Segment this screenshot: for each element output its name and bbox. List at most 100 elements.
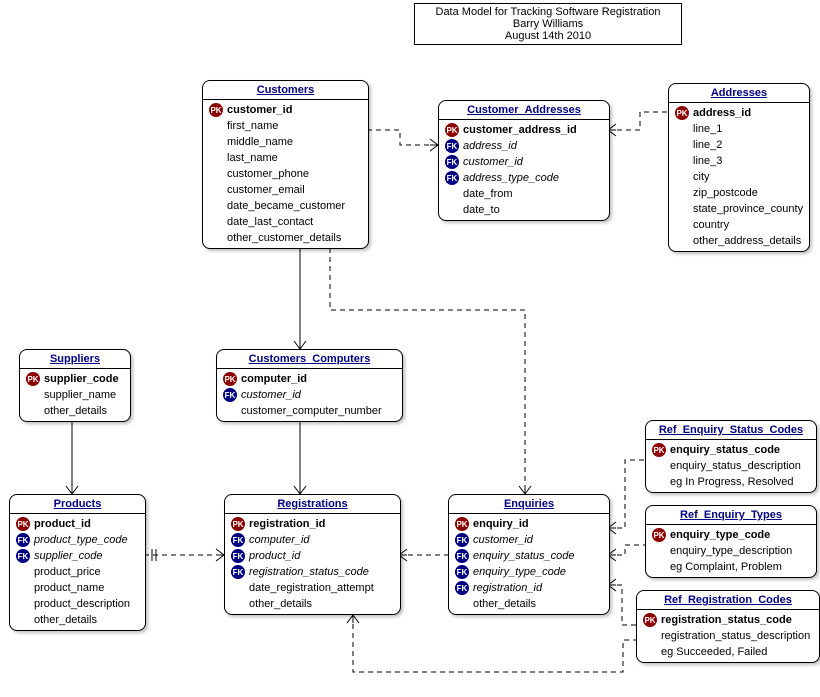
entity-title-customers_computers: Customers_Computers [217,350,402,369]
attr-label: first_name [227,120,278,132]
attr-label: eg Succeeded, Failed [661,646,767,658]
fk-icon: FK [16,533,30,547]
pk-icon: PK [652,443,666,457]
entity-title-customer_addresses: Customer_Addresses [439,101,609,120]
spacer [16,565,30,579]
attr-row: first_name [207,118,364,134]
spacer [16,597,30,611]
attr-row: FKaddress_type_code [443,170,605,186]
attr-row: PKsupplier_code [24,371,126,387]
attr-row: PKenquiry_type_code [650,527,812,543]
entity-customers: CustomersPKcustomer_idfirst_namemiddle_n… [202,80,369,249]
attr-row: FKaddress_id [443,138,605,154]
attr-label: registration_id [249,518,325,530]
attr-label: registration_status_code [661,614,792,626]
attr-row: FKenquiry_type_code [453,564,605,580]
attr-row: PKcustomer_id [207,102,364,118]
attr-row: other_details [453,596,605,612]
spacer [209,167,223,181]
entity-body-customers_computers: PKcomputer_idFKcustomer_idcustomer_compu… [217,369,402,421]
attr-row: PK customer_address_id [443,122,605,138]
attr-row: eg Complaint, Problem [650,559,812,575]
spacer [223,404,237,418]
attr-label: registration_status_code [249,566,369,578]
attr-label: customer_address_id [463,124,577,136]
attr-label: date_registration_attempt [249,582,374,594]
attr-label: supplier_code [44,373,119,385]
pk-icon: PK [231,517,245,531]
entity-title-products: Products [10,495,145,514]
attr-row: last_name [207,150,364,166]
pk-icon: PK [445,123,459,137]
entity-body-addresses: PKaddress_idline_1line_2line_3cityzip_po… [669,103,809,251]
entity-body-customer_addresses: PKcustomer_address_idFKaddress_idFKcusto… [439,120,609,220]
attr-row: product_price [14,564,141,580]
spacer [652,459,666,473]
attr-row: product_name [14,580,141,596]
attr-label: enquiry_status_code [473,550,575,562]
attr-label: enquiry_type_code [473,566,566,578]
spacer [209,231,223,245]
attr-label: computer_id [241,373,307,385]
entity-title-suppliers: Suppliers [20,350,130,369]
attr-row: customer_computer_number [221,403,398,419]
attr-label: other_customer_details [227,232,341,244]
entity-body-ref_enq_status: PKenquiry_status_codeenquiry_status_desc… [646,440,816,492]
spacer [675,186,689,200]
attr-label: enquiry_id [473,518,529,530]
attr-label: product_description [34,598,130,610]
attr-row: date_registration_attempt [229,580,396,596]
attr-row: FKregistration_id [453,580,605,596]
entity-title-addresses: Addresses [669,84,809,103]
attr-row: FK customer_id [443,154,605,170]
attr-label: other_details [473,598,536,610]
spacer [26,404,40,418]
attr-label: zip_postcode [693,187,758,199]
attr-row: enquiry_status_description [650,458,812,474]
attr-row: FKcustomer_id [453,532,605,548]
fk-icon: FK [445,155,459,169]
attr-label: address_id [693,107,751,119]
attr-row: product_description [14,596,141,612]
entity-ref_enq_types: Ref_Enquiry_TypesPKenquiry_type_codeenqu… [645,505,817,578]
attr-row: FKregistration_status_code [229,564,396,580]
spacer [209,183,223,197]
attr-row: customer_phone [207,166,364,182]
attr-label: customer_id [227,104,292,116]
attr-label: middle_name [227,136,293,148]
spacer [209,135,223,149]
fk-icon: FK [223,388,237,402]
entity-body-suppliers: PKsupplier_codesupplier_nameother_detail… [20,369,130,421]
entity-title-enquiries: Enquiries [449,495,609,514]
attr-label: enquiry_type_description [670,545,792,557]
attr-row: other_details [229,596,396,612]
fk-icon: FK [231,533,245,547]
attr-row: line_3 [673,153,805,169]
attr-label: line_3 [693,155,722,167]
attr-row: other_address_details [673,233,805,249]
attr-label: customer_id [463,156,523,168]
attr-row: PKenquiry_status_code [650,442,812,458]
attr-row: PKenquiry_id [453,516,605,532]
entity-addresses: AddressesPKaddress_idline_1line_2line_3c… [668,83,810,252]
attr-label: address_id [463,140,517,152]
attr-label: registration_id [473,582,542,594]
pk-icon: PK [675,106,689,120]
spacer [675,234,689,248]
attr-row: FKproduct_id [229,548,396,564]
attr-label: customer_id [241,389,301,401]
attr-label: computer_id [249,534,310,546]
spacer [16,613,30,627]
attr-row: other_details [14,612,141,628]
spacer [652,560,666,574]
spacer [209,199,223,213]
fk-icon: FK [231,549,245,563]
attr-label: date_last_contact [227,216,313,228]
attr-label: supplier_name [44,389,116,401]
fk-icon: FK [445,171,459,185]
attr-row: line_2 [673,137,805,153]
attr-row: PKregistration_status_code [641,612,815,628]
attr-label: customer_computer_number [241,405,382,417]
spacer [675,170,689,184]
title-line2: Barry Williams [423,18,673,30]
